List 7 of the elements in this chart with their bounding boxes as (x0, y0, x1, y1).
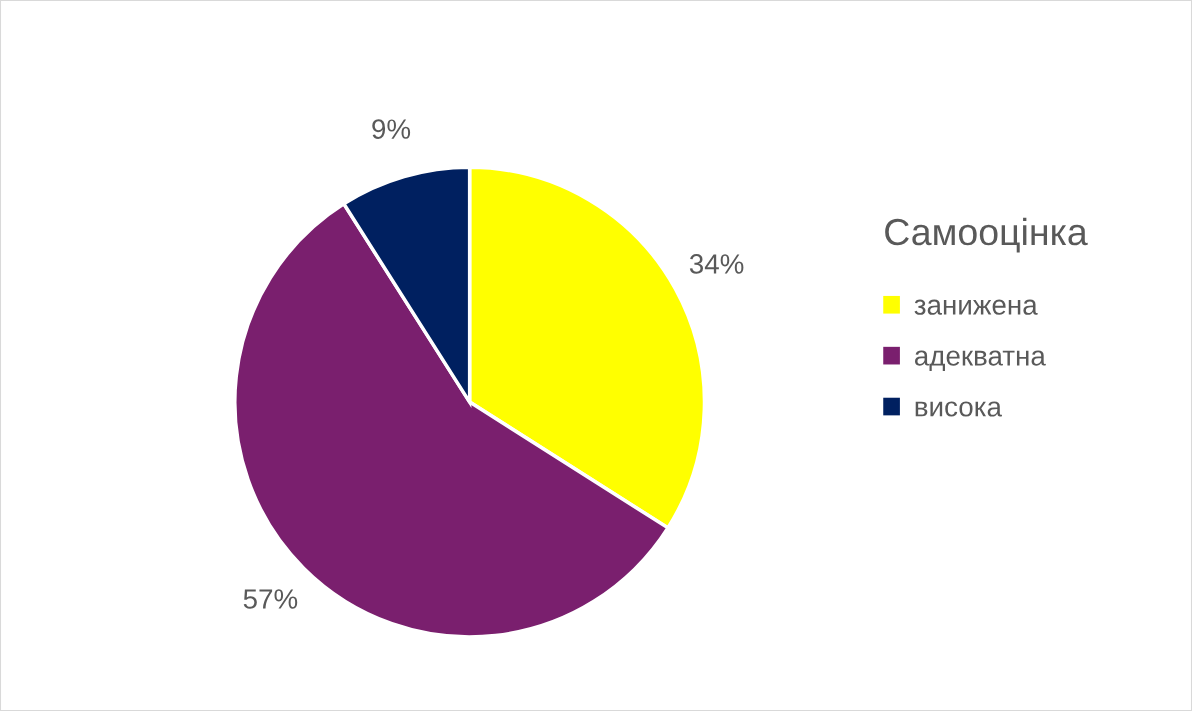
legend-label: занижена (914, 299, 1038, 315)
legend-title: Самооцінка (885, 217, 1088, 253)
legend-label: висока (915, 401, 1002, 417)
legend-label: адекватна (914, 350, 1046, 371)
data-label: 9% (372, 119, 411, 139)
data-label: 34% (689, 254, 744, 274)
data-label: 57% (243, 589, 298, 609)
